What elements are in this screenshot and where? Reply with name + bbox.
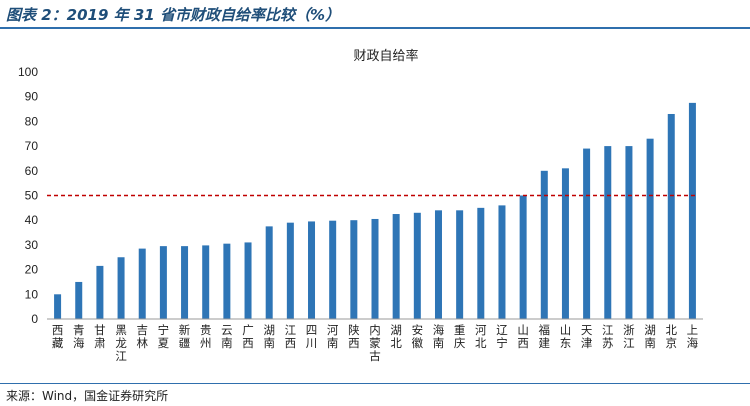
chart-title: 财政自给率 [353,48,418,64]
category-label: 内蒙古 [369,323,381,363]
bar [245,242,252,319]
bar [477,208,484,319]
bar [583,149,590,319]
bar [160,246,167,319]
y-tick-label: 60 [25,164,39,178]
y-tick-label: 50 [25,189,39,203]
category-label: 辽宁 [496,323,508,350]
bar [308,221,315,319]
category-label: 湖北 [390,323,402,350]
y-tick-label: 0 [31,312,38,326]
bar [541,171,548,319]
y-tick-label: 70 [25,139,39,153]
bar [520,196,527,320]
y-tick-label: 90 [25,90,39,104]
category-label: 甘肃 [94,323,106,350]
category-label: 湖南 [644,323,656,350]
category-label: 黑龙江 [115,323,127,363]
category-label: 北京 [666,323,678,350]
y-tick-label: 80 [25,114,39,128]
category-label: 山西 [517,323,529,350]
bar [435,210,442,319]
source-divider [0,383,750,384]
bar [329,221,336,319]
category-label: 宁夏 [158,323,170,350]
bar [181,246,188,319]
bar [223,244,230,319]
category-label: 广西 [242,323,254,350]
category-label: 天津 [581,323,593,350]
category-label: 青海 [73,323,85,350]
bar [562,168,569,319]
y-tick-label: 10 [25,287,39,301]
category-label: 上海 [687,323,699,350]
category-label: 河南 [327,323,339,350]
bar [668,114,675,319]
bar [54,294,61,319]
bar [118,257,125,319]
category-label: 云南 [221,323,233,350]
bar [498,205,505,319]
category-label: 海南 [433,323,445,350]
x-axis: 西藏青海甘肃黑龙江吉林宁夏新疆贵州云南广西湖南江西四川河南陕西内蒙古湖北安徽海南… [47,319,703,363]
category-label: 新疆 [179,323,191,350]
bar [139,249,146,319]
category-label: 江苏 [602,323,614,350]
category-label: 西藏 [52,323,64,350]
category-label: 贵州 [200,323,212,350]
category-label: 福建 [539,323,551,350]
bar [350,220,357,319]
bar [266,226,273,319]
bar [625,146,632,319]
bar [414,213,421,319]
category-label: 重庆 [454,323,466,350]
y-tick-label: 40 [25,213,39,227]
bar [604,146,611,319]
y-axis: 0 10 20 30 40 50 60 70 80 90 100 [18,65,38,326]
y-tick-label: 30 [25,238,39,252]
bar [202,245,209,319]
bar [372,219,379,319]
category-label: 江西 [285,323,297,350]
bar-chart: 财政自给率 0 10 20 30 40 50 60 70 80 90 100 西藏青海甘肃黑龙江吉林… [0,0,750,383]
bar [456,210,463,319]
category-label: 浙江 [623,323,635,350]
bar [647,139,654,319]
category-label: 湖南 [263,323,275,350]
bar [75,282,82,319]
bar [287,223,294,319]
category-label: 安徽 [412,323,424,350]
bar [393,214,400,319]
y-tick-label: 100 [18,65,38,79]
bar [689,103,696,319]
category-label: 陕西 [348,323,360,350]
bar [96,266,103,319]
category-label: 河北 [475,323,487,350]
category-label: 吉林 [136,323,148,350]
category-label: 山东 [560,323,572,350]
bars [54,103,696,319]
source-note: 来源：Wind，国金证券研究所 [6,387,168,404]
y-tick-label: 20 [25,263,39,277]
category-label: 四川 [306,323,318,350]
